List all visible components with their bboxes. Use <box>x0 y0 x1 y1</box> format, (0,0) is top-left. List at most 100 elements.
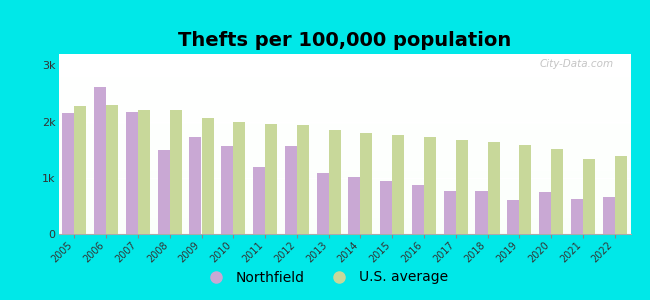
Bar <box>58 104 630 106</box>
Bar <box>58 166 630 167</box>
Bar <box>58 214 630 216</box>
Bar <box>58 86 630 88</box>
Bar <box>58 110 630 112</box>
Bar <box>58 74 630 76</box>
Bar <box>58 106 630 108</box>
Bar <box>58 58 630 59</box>
Bar <box>58 103 630 104</box>
Bar <box>58 130 630 131</box>
Bar <box>158 150 170 234</box>
Bar <box>58 56 630 58</box>
Bar <box>58 68 630 70</box>
Bar <box>58 126 630 128</box>
Bar <box>58 178 630 180</box>
Bar <box>58 124 630 126</box>
Bar <box>74 106 86 234</box>
Bar <box>58 212 630 214</box>
Bar <box>58 200 630 202</box>
Title: Thefts per 100,000 population: Thefts per 100,000 population <box>178 31 511 50</box>
Bar <box>58 198 630 200</box>
Bar <box>58 108 630 110</box>
Bar <box>58 128 630 130</box>
Bar <box>58 221 630 223</box>
Bar <box>58 101 630 103</box>
Bar <box>58 112 630 113</box>
Bar <box>126 112 138 234</box>
Bar <box>58 223 630 225</box>
Bar <box>583 159 595 234</box>
Bar <box>58 59 630 61</box>
Bar <box>189 137 202 234</box>
Bar <box>58 187 630 189</box>
Bar <box>380 181 392 234</box>
Bar <box>58 207 630 209</box>
Bar <box>58 171 630 173</box>
Bar <box>58 227 630 229</box>
Bar <box>58 149 630 151</box>
Bar <box>58 72 630 74</box>
Bar <box>138 110 150 234</box>
Bar <box>58 193 630 194</box>
Bar <box>58 216 630 218</box>
Bar <box>58 146 630 148</box>
Bar <box>58 191 630 193</box>
Bar <box>58 139 630 140</box>
Bar <box>58 202 630 203</box>
Bar <box>58 158 630 160</box>
Bar <box>58 184 630 185</box>
Bar <box>58 164 630 166</box>
Bar <box>360 133 372 234</box>
Bar <box>58 180 630 182</box>
Bar <box>58 157 630 158</box>
Bar <box>58 113 630 115</box>
Bar <box>58 203 630 205</box>
Bar <box>58 122 630 124</box>
Bar <box>539 192 551 234</box>
Bar <box>507 200 519 234</box>
Bar <box>58 162 630 164</box>
Bar <box>58 95 630 97</box>
Bar <box>58 76 630 77</box>
Bar <box>58 117 630 119</box>
Bar <box>615 156 627 234</box>
Bar <box>58 173 630 175</box>
Bar <box>317 173 329 234</box>
Bar <box>58 94 630 95</box>
Bar <box>456 140 468 234</box>
Bar <box>58 92 630 94</box>
Bar <box>58 211 630 212</box>
Bar <box>221 146 233 234</box>
Bar <box>94 87 106 234</box>
Bar <box>58 229 630 230</box>
Bar <box>62 113 74 234</box>
Bar <box>58 99 630 101</box>
Bar <box>551 148 563 234</box>
Bar <box>58 70 630 72</box>
Bar <box>58 131 630 133</box>
Bar <box>58 225 630 227</box>
Bar <box>424 137 436 234</box>
Bar <box>58 133 630 135</box>
Bar <box>58 175 630 176</box>
Bar <box>58 205 630 207</box>
Bar <box>58 142 630 144</box>
Bar <box>412 185 424 234</box>
Bar <box>58 230 630 232</box>
Bar <box>58 81 630 83</box>
Bar <box>488 142 500 234</box>
Bar <box>297 125 309 234</box>
Bar <box>58 209 630 211</box>
Bar <box>58 119 630 121</box>
Bar <box>58 153 630 155</box>
Legend: Northfield, U.S. average: Northfield, U.S. average <box>197 265 453 290</box>
Bar <box>58 65 630 67</box>
Bar <box>519 145 531 234</box>
Bar <box>571 199 583 234</box>
Text: City-Data.com: City-Data.com <box>540 59 614 69</box>
Bar <box>58 189 630 191</box>
Bar <box>106 105 118 234</box>
Bar <box>58 160 630 162</box>
Bar <box>58 137 630 139</box>
Bar <box>58 218 630 220</box>
Bar <box>58 194 630 196</box>
